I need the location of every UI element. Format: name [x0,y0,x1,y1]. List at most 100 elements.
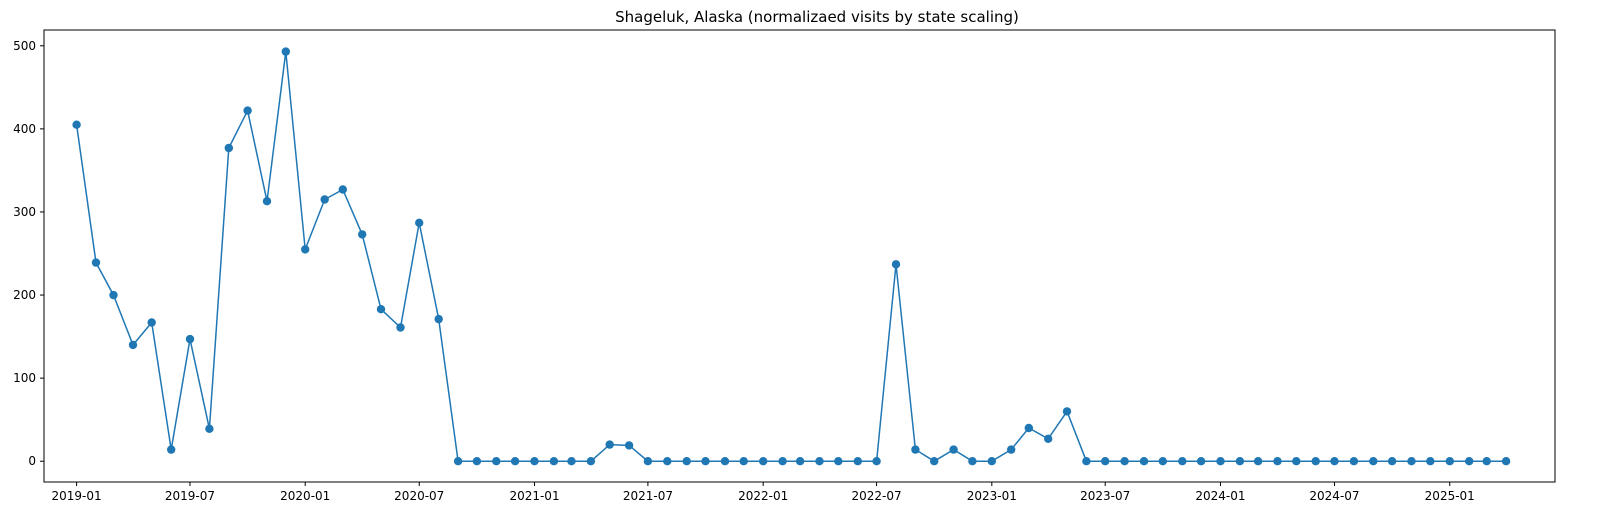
data-point [147,318,156,327]
data-point [1369,457,1378,466]
chart-title: Shageluk, Alaska (normalizaed visits by … [615,8,1019,26]
data-point [834,457,843,466]
y-tick-label: 100 [13,371,36,385]
x-tick-label: 2021-07 [623,489,673,503]
data-point [281,47,290,56]
x-tick-label: 2024-07 [1309,489,1359,503]
data-point [1101,457,1110,466]
y-tick-label: 500 [13,39,36,53]
x-tick-label: 2025-01 [1425,489,1475,503]
data-point [1235,457,1245,466]
data-point [530,457,539,466]
data-point [605,440,614,449]
data-point [1062,407,1072,416]
data-point [1330,457,1339,466]
data-point [1426,457,1435,466]
data-point [701,457,710,466]
data-point [262,197,272,206]
data-point [376,305,386,314]
data-point [72,120,81,129]
data-point [1082,457,1091,466]
data-point [891,260,901,269]
data-point [243,106,252,115]
data-point [320,195,329,204]
x-tick-label: 2022-07 [851,489,901,503]
data-point [549,457,559,466]
x-tick-label: 2020-01 [280,489,330,503]
x-tick-label: 2019-07 [165,489,215,503]
data-point [624,441,634,450]
data-point [1120,457,1129,466]
data-point [205,424,214,433]
x-tick-label: 2022-01 [738,489,788,503]
data-point [1349,457,1359,466]
data-point [1465,457,1474,466]
y-tick-label: 300 [13,205,36,219]
data-point [301,245,310,254]
series-layer [72,47,1511,466]
data-point [853,457,862,466]
data-point [987,457,996,466]
y-tick-label: 0 [28,454,36,468]
data-point [930,457,939,466]
data-point [1044,434,1053,443]
data-point [415,218,424,227]
data-point [949,445,958,454]
data-point [795,457,805,466]
data-point [586,457,596,466]
data-point [1178,457,1187,466]
y-tick-label: 400 [13,122,36,136]
data-point [778,457,787,466]
x-tick-label: 2024-01 [1195,489,1245,503]
data-point [492,457,501,466]
data-point [1139,457,1149,466]
data-point [720,457,730,466]
series-line [75,51,1507,463]
data-point [815,457,824,466]
data-point [968,457,977,466]
data-point [1292,457,1301,466]
plot-frame [43,29,1556,483]
x-tick-label: 2023-07 [1080,489,1130,503]
data-point [1407,457,1416,466]
data-point [1482,457,1491,466]
data-point [1311,457,1320,466]
data-point [358,230,367,239]
data-point [185,334,195,344]
data-point [759,457,768,466]
data-point [472,457,482,466]
data-point [1007,445,1016,454]
data-point [1216,457,1225,466]
x-tick-label: 2021-01 [509,489,559,503]
data-point [338,185,347,194]
data-point [643,457,653,466]
x-tick-label: 2019-01 [52,489,102,503]
data-point [911,445,920,454]
y-tick-label: 200 [13,288,36,302]
x-tick-label: 2020-07 [394,489,444,503]
data-point [1253,457,1263,466]
data-point [510,457,520,466]
data-point [1196,457,1206,466]
data-point [434,314,443,324]
data-point [682,457,691,466]
data-point [872,457,881,466]
tick-marks: 2019-01 2019-07 2020-01 2020-07 2021-01 2021-… [13,39,1475,503]
data-point [91,258,101,267]
data-point [1387,457,1397,466]
data-point [1273,457,1282,466]
data-point [167,445,176,454]
data-point [453,457,463,466]
data-point [663,457,672,466]
x-tick-label: 2023-01 [967,489,1017,503]
data-point [739,457,748,466]
data-point [1158,457,1168,466]
data-point [1501,457,1511,466]
data-point [224,143,233,153]
data-point [1024,423,1034,433]
data-point [567,457,576,466]
data-point [1445,457,1455,466]
data-point [396,323,405,332]
data-point [109,290,118,300]
